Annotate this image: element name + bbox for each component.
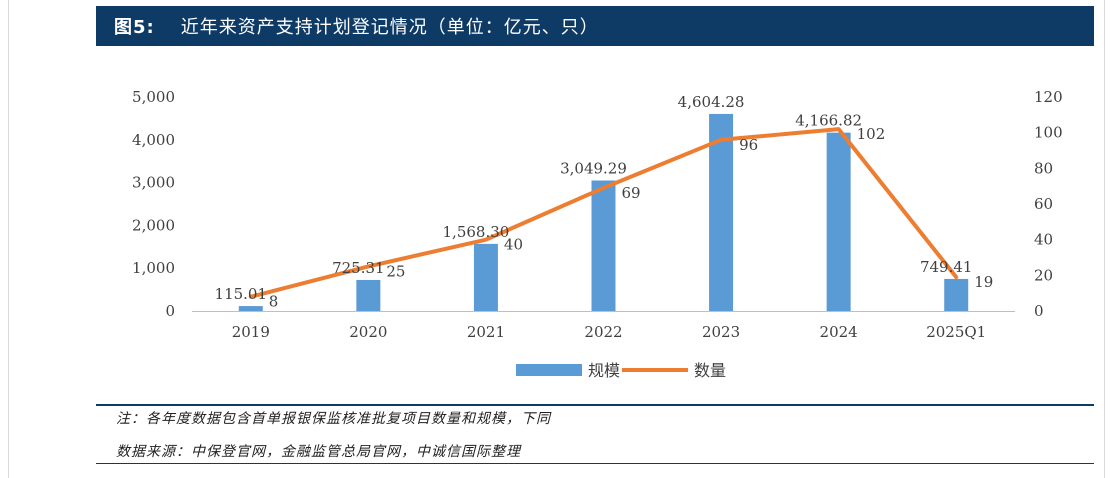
page-border-left: [8, 0, 9, 478]
line-data-label: 25: [386, 262, 405, 280]
bar-data-label: 115.01: [215, 285, 268, 303]
right-axis-tick-label: 100: [1034, 124, 1063, 142]
right-axis-tick-label: 80: [1034, 159, 1053, 177]
right-axis-tick-label: 20: [1034, 266, 1053, 284]
figure-number: 图5:: [114, 17, 155, 38]
bar-data-label: 4,604.28: [678, 93, 745, 111]
line-data-label: 8: [269, 293, 279, 311]
bar-2023: [709, 113, 734, 311]
bar-data-label: 3,049.29: [560, 159, 627, 177]
bar-2019: [238, 306, 263, 311]
x-axis-tick-label: 2019: [232, 323, 270, 341]
x-axis-tick-label: 2023: [702, 323, 740, 341]
legend-label-line: 数量: [694, 361, 726, 380]
x-axis-tick-label: 2021: [467, 323, 505, 341]
left-axis-tick-label: 2,000: [132, 216, 175, 234]
left-axis-tick-label: 4,000: [132, 131, 175, 149]
line-data-label: 102: [857, 125, 886, 143]
bar-data-label: 4,166.82: [795, 112, 862, 130]
left-axis-tick-label: 3,000: [132, 174, 175, 192]
line-data-label: 69: [622, 184, 641, 202]
right-axis-tick-label: 60: [1034, 195, 1053, 213]
figure-header: 图5: 近年来资产支持计划登记情况（单位：亿元、只）: [96, 6, 1094, 46]
legend-swatch-bar: [516, 364, 582, 376]
left-axis-tick-label: 1,000: [132, 259, 175, 277]
bar-data-label: 749.41: [920, 258, 973, 276]
legend-label-bar: 规模: [588, 361, 620, 380]
bar-2024: [826, 132, 851, 311]
x-axis-tick-label: 2022: [584, 323, 622, 341]
line-series-count: [248, 127, 959, 299]
line-data-label: 40: [504, 236, 523, 254]
left-axis-tick-label: 0: [165, 302, 175, 320]
line-data-label: 19: [974, 273, 993, 291]
note-divider-bottom: [96, 463, 1094, 464]
data-source: 数据来源：中保登官网，金融监管总局官网，中诚信国际整理: [116, 444, 521, 460]
bar-2021: [473, 243, 498, 311]
x-axis-tick-label: 2024: [820, 323, 858, 341]
right-axis-tick-label: 120: [1034, 88, 1063, 106]
x-axis-tick-label: 2020: [349, 323, 387, 341]
note-divider-top: [96, 404, 1094, 406]
x-axis-tick-label: 2025Q1: [926, 323, 986, 341]
page-border-right: [1104, 0, 1105, 478]
chart-note: 注：各年度数据包含首单报银保监核准批复项目数量和规模，下同: [116, 411, 551, 427]
bar-2020: [356, 279, 381, 311]
chart: 0 1,000 2,000 3,000 4,000 5,000 0 20 40 60 80 100 12…: [132, 88, 1063, 380]
right-axis-tick-label: 40: [1034, 231, 1053, 249]
right-axis-tick-label: 0: [1034, 302, 1044, 320]
line-data-label: 96: [739, 136, 758, 154]
bar-2025Q1: [944, 278, 969, 311]
bar-data-label: 725.31: [332, 259, 385, 277]
bar-data-label: 1,568.30: [443, 223, 510, 241]
figure-title: 近年来资产支持计划登记情况（单位：亿元、只）: [180, 17, 599, 38]
left-axis-tick-label: 5,000: [132, 88, 175, 106]
bar-2022: [591, 180, 616, 311]
